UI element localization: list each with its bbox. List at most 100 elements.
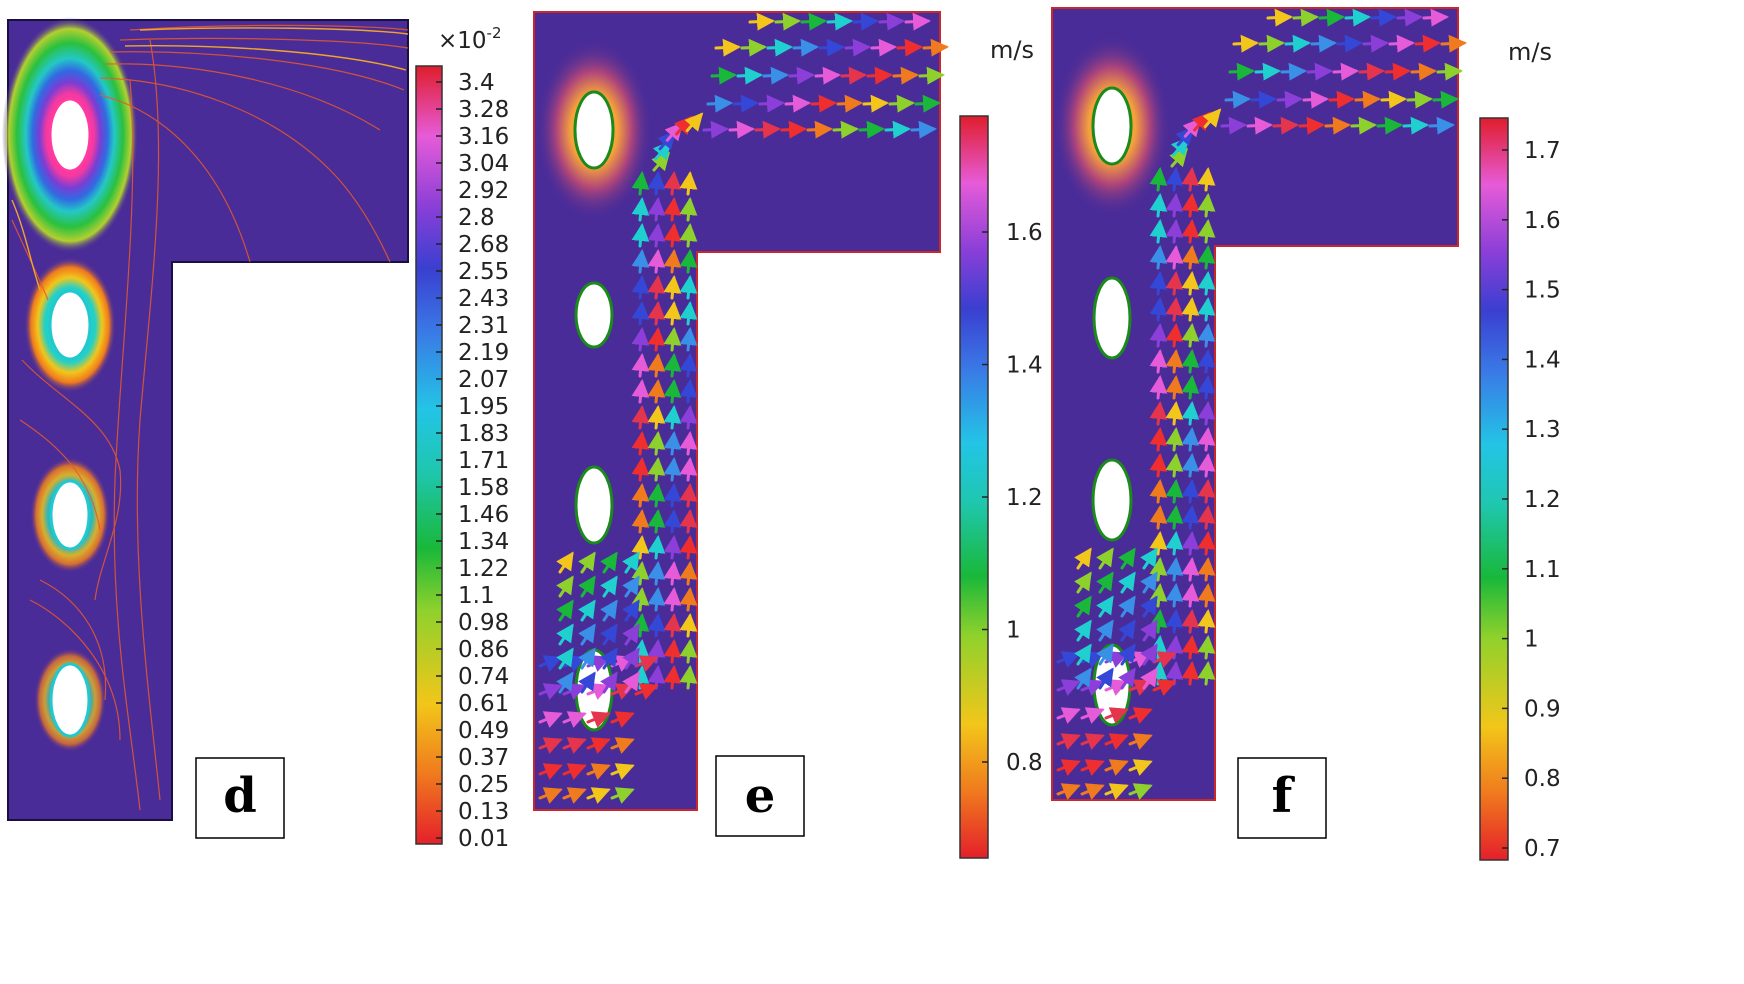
- velocity-arrow: [1422, 8, 1449, 27]
- velocity-arrow: [896, 38, 923, 57]
- velocity-arrow: [1165, 167, 1184, 192]
- label-box-e: e: [715, 755, 805, 837]
- velocity-arrow: [600, 599, 618, 622]
- velocity-arrow: [663, 379, 682, 404]
- velocity-arrow: [762, 66, 789, 85]
- velocity-arrow: [1165, 557, 1184, 582]
- velocity-arrow: [1302, 90, 1329, 109]
- velocity-arrow: [702, 120, 729, 139]
- velocity-arrow: [663, 535, 682, 560]
- velocity-arrow: [679, 483, 698, 508]
- velocity-arrow: [1056, 783, 1081, 800]
- velocity-arrow: [1362, 34, 1389, 53]
- velocity-arrow: [647, 197, 666, 222]
- velocity-arrow: [1149, 167, 1168, 192]
- cylinder-f-2: [1092, 276, 1132, 360]
- velocity-arrow: [631, 587, 650, 612]
- velocity-arrow: [622, 599, 640, 622]
- velocity-arrow: [631, 665, 650, 690]
- velocity-arrow: [1344, 8, 1371, 27]
- velocity-arrow: [1149, 401, 1168, 426]
- velocity-arrow: [1254, 62, 1281, 81]
- velocity-arrow: [610, 737, 635, 754]
- velocity-arrow: [1149, 479, 1168, 504]
- cylinder-e-3: [574, 465, 614, 545]
- colorbar-tick-label: 1.34: [458, 529, 509, 555]
- colorbar-tick-label: 0.74: [458, 664, 509, 690]
- velocity-arrow: [647, 301, 666, 326]
- velocity-arrow: [1149, 271, 1168, 296]
- velocity-arrow: [679, 613, 698, 638]
- velocity-arrow: [1165, 297, 1184, 322]
- velocity-arrow: [679, 457, 698, 482]
- velocity-arrow: [1181, 505, 1200, 530]
- streamlines-warm: [11, 27, 409, 291]
- velocity-arrow: [1181, 401, 1200, 426]
- colorbar-tick-label: 1.83: [458, 421, 509, 447]
- velocity-arrow: [788, 66, 815, 85]
- velocity-arrow: [1056, 707, 1081, 724]
- velocity-arrow: [1118, 595, 1136, 618]
- velocity-arrow: [1232, 34, 1259, 53]
- velocity-arrow: [586, 787, 611, 804]
- velocity-arrow: [663, 613, 682, 638]
- colorbar-tick-label: 0.7: [1524, 836, 1561, 862]
- velocity-arrow: [610, 787, 635, 804]
- velocity-arrow: [1165, 323, 1184, 348]
- velocity-arrow: [1197, 609, 1216, 634]
- velocity-arrow: [631, 223, 650, 248]
- velocity-arrow: [1197, 479, 1216, 504]
- velocity-arrow: [1440, 34, 1467, 53]
- velocity-arrow: [647, 275, 666, 300]
- panel-label-d: d: [223, 768, 257, 824]
- velocity-arrow: [1197, 219, 1216, 244]
- colorbar-tick-label: 1.58: [458, 475, 509, 501]
- velocity-arrow: [1298, 116, 1325, 135]
- velocity-arrow: [922, 38, 949, 57]
- velocity-arrow: [832, 120, 859, 139]
- velocity-arrow: [1197, 167, 1216, 192]
- velocity-arrow: [1149, 557, 1168, 582]
- colorbar-tick-label: 1.6: [1006, 220, 1043, 246]
- velocity-arrow: [663, 249, 682, 274]
- velocity-arrow: [679, 301, 698, 326]
- velocity-arrow: [1140, 547, 1158, 570]
- velocity-arrow: [1181, 297, 1200, 322]
- colorbar-tick-label: 3.04: [458, 151, 509, 177]
- velocity-arrow: [562, 763, 587, 780]
- velocity-arrow: [1149, 427, 1168, 452]
- velocity-arrow: [1165, 531, 1184, 556]
- velocity-arrow: [806, 120, 833, 139]
- velocity-arrow: [562, 737, 587, 754]
- velocity-arrow: [1074, 643, 1092, 666]
- velocity-arrow: [1202, 108, 1222, 129]
- cylinder-e-1: [573, 90, 615, 170]
- velocity-arrow: [1436, 62, 1463, 81]
- velocity-arrow: [647, 613, 666, 638]
- velocity-arrow: [647, 353, 666, 378]
- velocity-arrow: [1181, 219, 1200, 244]
- velocity-arrow: [647, 535, 666, 560]
- colorbar-tick-label: 0.49: [458, 718, 509, 744]
- velocity-arrow: [647, 405, 666, 430]
- velocity-arrow: [1128, 783, 1153, 800]
- velocity-arrow: [914, 94, 941, 113]
- velocity-arrow: [1165, 349, 1184, 374]
- velocity-arrow: [1266, 8, 1293, 27]
- velocity-arrow: [1181, 661, 1200, 686]
- velocity-arrow: [1181, 531, 1200, 556]
- velocity-arrow: [1118, 619, 1136, 642]
- velocity-arrow: [1149, 245, 1168, 270]
- velocity-arrow: [1388, 34, 1415, 53]
- colorbar-tick-label: 2.92: [458, 178, 509, 204]
- velocity-arrow: [631, 249, 650, 274]
- colorbar-tick-label: 1.7: [1524, 138, 1561, 164]
- colorbar-tick-label: 1.4: [1524, 347, 1561, 373]
- velocity-arrow: [1197, 349, 1216, 374]
- velocity-arrow: [1149, 453, 1168, 478]
- velocity-arrow: [1165, 453, 1184, 478]
- velocity-arrow: [663, 457, 682, 482]
- velocity-arrow: [631, 379, 650, 404]
- velocity-arrow: [1310, 34, 1337, 53]
- velocity-arrow: [1074, 547, 1092, 570]
